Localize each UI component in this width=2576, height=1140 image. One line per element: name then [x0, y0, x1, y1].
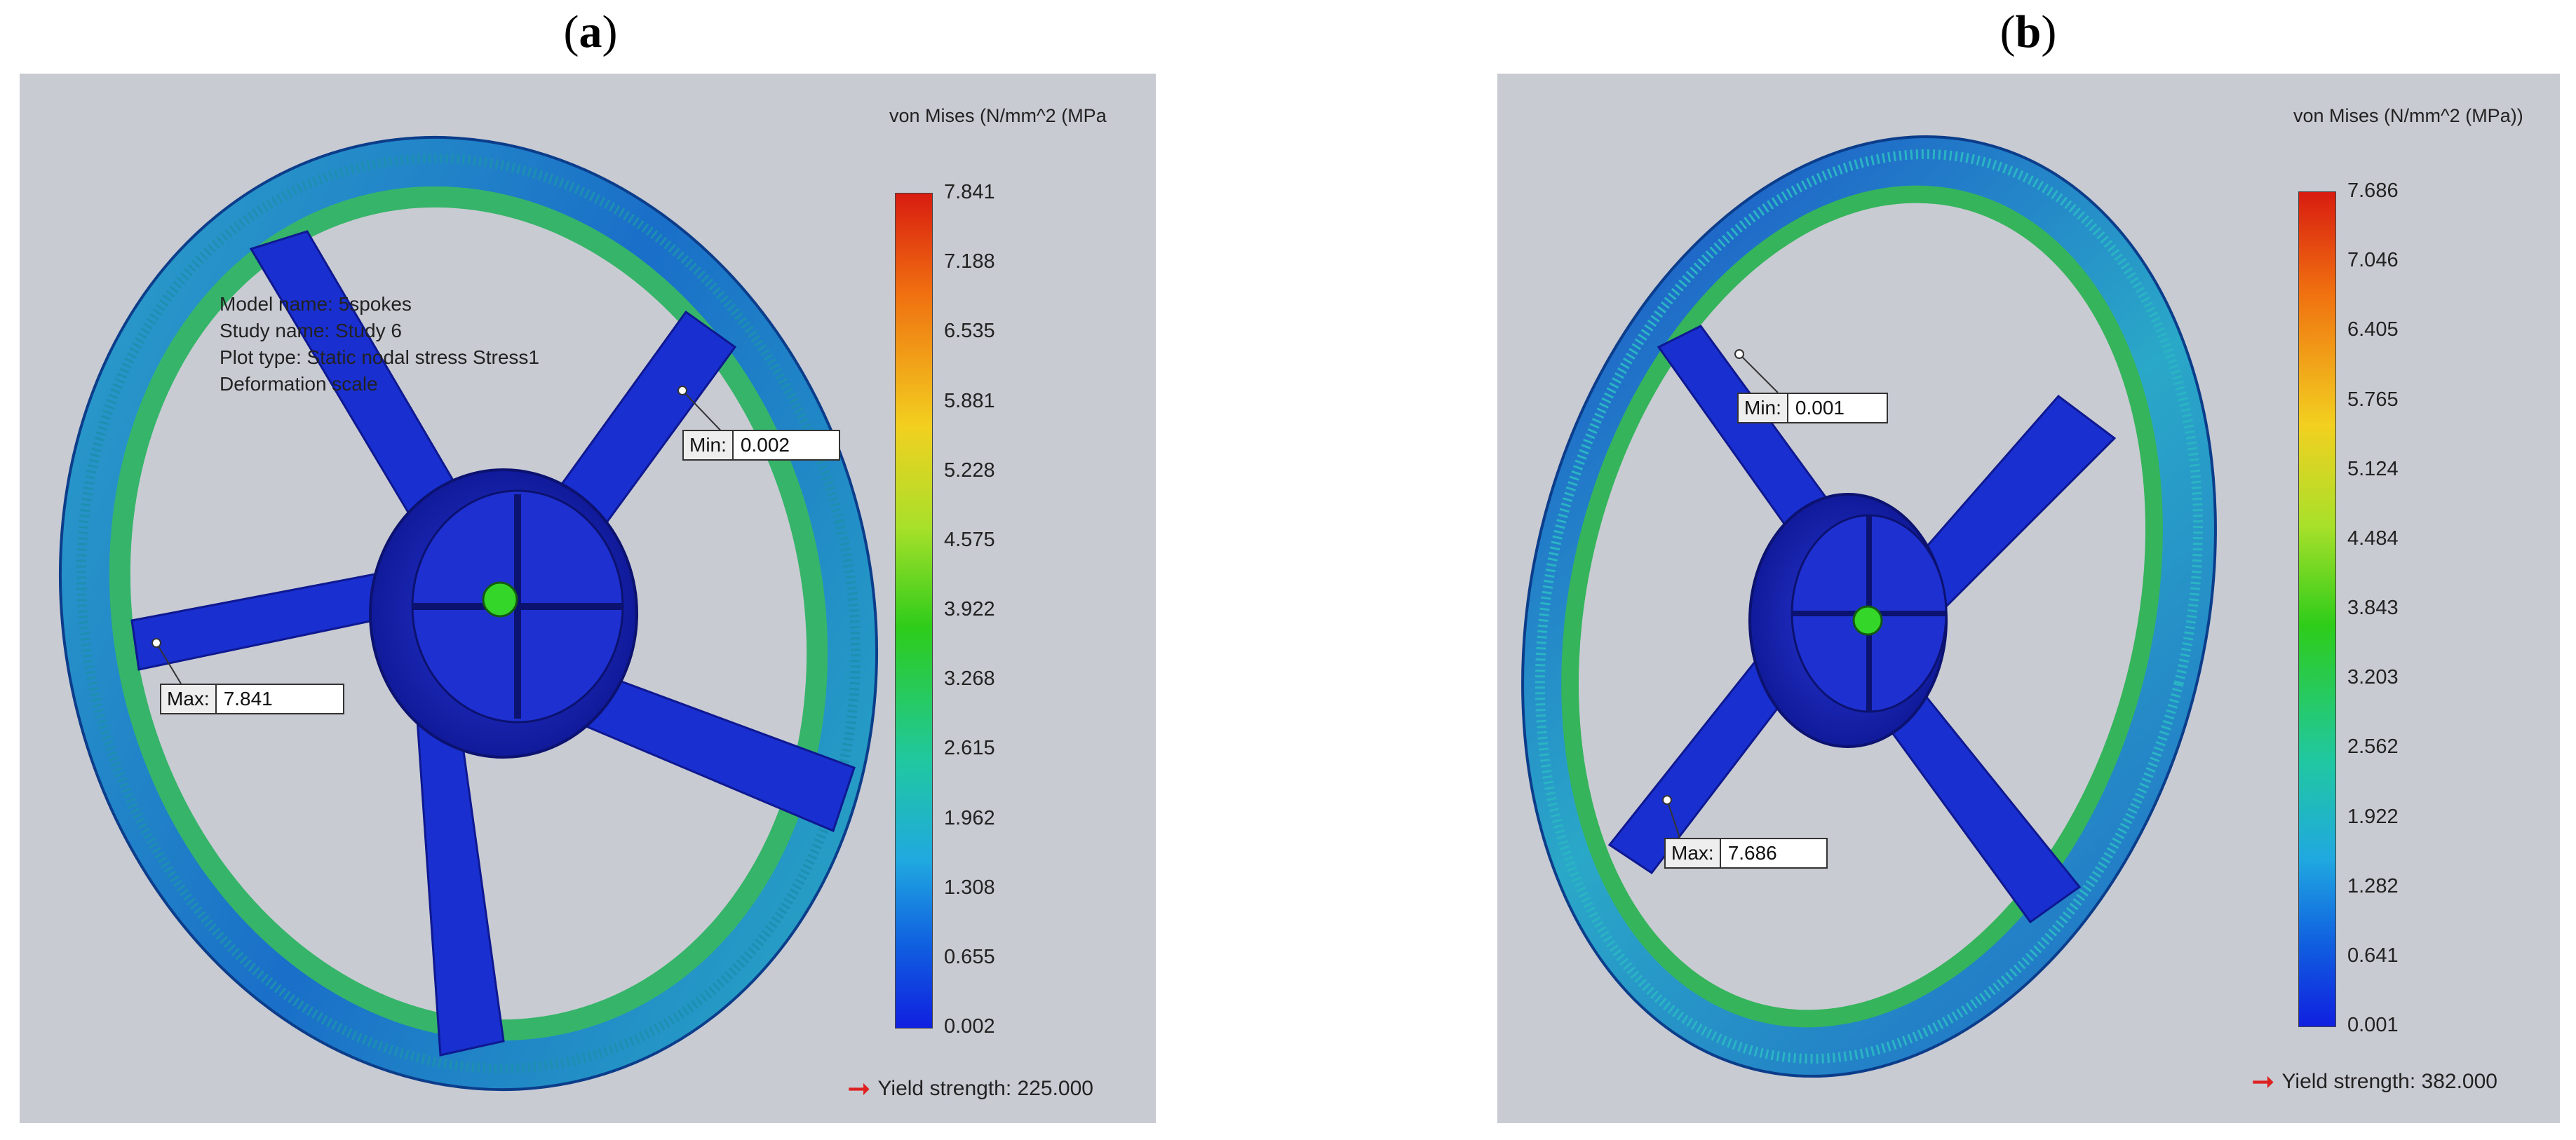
scale-tick-label: 1.962	[944, 806, 995, 829]
scale-tick-label: 6.405	[2347, 318, 2399, 341]
yield-strength: ➞ Yield strength: 382.000	[2251, 1066, 2497, 1098]
scale-tick-label: 0.655	[944, 945, 995, 968]
wheel-4-spokes-model	[1521, 135, 2217, 1078]
study-info: Model name: 5spokes Study name: Study 6 …	[220, 291, 539, 398]
legend-title: von Mises (N/mm^2 (MPa))	[2293, 105, 2523, 126]
scale-tick-label: 0.002	[944, 1015, 995, 1038]
scale-tick-label: 5.881	[944, 389, 995, 412]
red-arrow-icon: ➞	[2251, 1066, 2275, 1097]
caption-a: (a)	[563, 6, 618, 57]
axle-center	[1852, 605, 1883, 636]
max-callout: Max: 7.686	[1664, 838, 1828, 869]
scale-tick-label: 3.203	[2347, 666, 2399, 689]
scale-tick-label: 1.282	[2347, 874, 2399, 897]
info-line: Plot type: Static nodal stress Stress1	[220, 346, 539, 368]
scale-tick-label: 6.535	[944, 320, 995, 343]
tire-tread	[76, 153, 861, 1074]
scale-tick-label: 4.575	[944, 528, 995, 551]
scale-tick-label: 5.228	[944, 459, 995, 482]
scale-tick-label: 7.046	[2347, 249, 2399, 272]
min-callout: Min: 0.002	[682, 430, 840, 461]
scale-tick-label: 0.641	[2347, 944, 2399, 967]
min-label: Min:	[1739, 394, 1788, 422]
yield-text: Yield strength: 225.000	[877, 1077, 1093, 1100]
scale-tick-label: 3.922	[944, 598, 995, 620]
scale-tick-label: 0.001	[2347, 1014, 2399, 1036]
axle-center	[482, 581, 518, 618]
max-value: 7.841	[223, 688, 273, 710]
scale-tick-label: 4.484	[2347, 527, 2399, 550]
red-arrow-icon: ➞	[847, 1073, 871, 1104]
panel-a-viewport: Model name: 5spokes Study name: Study 6 …	[20, 74, 1156, 1123]
legend-title: von Mises (N/mm^2 (MPa	[889, 105, 1107, 126]
min-value: 0.002	[740, 434, 790, 456]
min-label: Min:	[684, 431, 734, 459]
scale-tick-label: 2.562	[2347, 735, 2399, 759]
max-callout: Max: 7.841	[160, 684, 344, 714]
info-line: Deformation scale	[220, 373, 378, 395]
scale-tick-label: 7.188	[944, 250, 995, 273]
scale-tick-label: 3.268	[944, 667, 995, 691]
info-line: Study name: Study 6	[220, 320, 402, 341]
max-label: Max:	[161, 685, 217, 713]
panel-b-viewport: Min: 0.001 Max: 7.686 von Mises (N/mm^2 …	[1497, 74, 2560, 1123]
scale-tick-label: 5.124	[2347, 457, 2399, 480]
max-value: 7.686	[1727, 842, 1777, 864]
scale-tick-label: 3.843	[2347, 597, 2399, 619]
scale-tick-label: 1.922	[2347, 805, 2399, 828]
wheel-5-spokes-model	[58, 135, 879, 1092]
scale-tick-label: 7.686	[2347, 179, 2399, 202]
yield-text: Yield strength: 382.000	[2281, 1070, 2497, 1093]
scale-tick-label: 1.308	[944, 876, 995, 899]
color-scale-bar	[2298, 191, 2336, 1027]
yield-strength: ➞ Yield strength: 225.000	[847, 1073, 1093, 1105]
max-label: Max:	[1666, 839, 1721, 867]
info-line: Model name: 5spokes	[220, 293, 412, 315]
color-scale-bar	[895, 193, 933, 1029]
caption-b: (b)	[2000, 6, 2057, 57]
scale-tick-label: 2.615	[944, 737, 995, 760]
scale-tick-label: 7.841	[944, 181, 995, 203]
scale-tick-label: 5.765	[2347, 388, 2399, 411]
min-value: 0.001	[1795, 397, 1845, 419]
min-callout: Min: 0.001	[1737, 393, 1888, 423]
